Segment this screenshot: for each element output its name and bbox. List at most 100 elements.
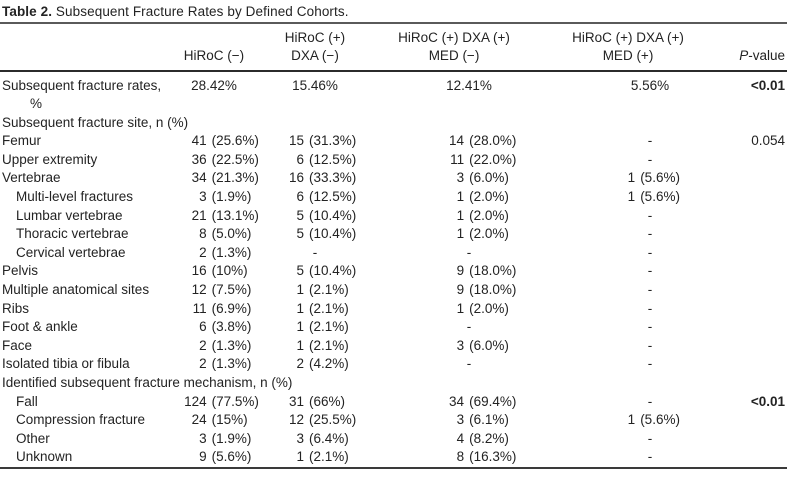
- cell-percent: (5.0%): [211, 226, 252, 242]
- cell-value: -: [647, 449, 653, 465]
- data-cell: -: [538, 225, 718, 244]
- cell-count: 15: [288, 133, 304, 149]
- cell-value: -: [647, 226, 653, 242]
- cell-count: 1: [456, 226, 465, 242]
- data-cell: 5.56%: [538, 77, 718, 114]
- data-cell: 8 (5.0%): [168, 225, 260, 244]
- row-label-line: Vertebrae: [2, 170, 61, 186]
- row-label: Multi-level fractures: [0, 188, 168, 207]
- top-rule: [0, 22, 787, 24]
- data-cell: 12.41%: [370, 77, 538, 114]
- p-value-cell: [718, 151, 787, 170]
- cell-percent: (22.0%): [469, 151, 517, 167]
- data-cell: 3 (6.1%): [370, 411, 538, 430]
- table-row: Subsequent fracture site, n (%): [0, 114, 787, 133]
- data-cell: 1 (2.0%): [370, 207, 538, 226]
- data-cell: 1 (2.0%): [370, 188, 538, 207]
- column-header-hiroc-neg: HiRoC (−): [168, 47, 260, 65]
- data-cell: 9 (5.6%): [168, 448, 260, 467]
- cell-percent: (2.0%): [469, 226, 509, 242]
- data-cell: 3 (6.0%): [370, 337, 538, 356]
- row-label-line: Other: [16, 430, 50, 446]
- table-row: Vertebrae 34 (21.3%) 16 (33.3%) 3 (6.0%) 1 (5.6%…: [0, 169, 787, 188]
- cell-percent: (3.8%): [211, 319, 252, 335]
- data-cell: 2 (1.3%): [168, 244, 260, 263]
- cell-percent: (18.0%): [469, 282, 517, 298]
- p-value-cell: <0.01: [750, 393, 785, 409]
- data-cell: -: [370, 318, 538, 337]
- cell-percent: (6.4%): [309, 430, 349, 446]
- cell-count: 11: [450, 151, 465, 167]
- data-cell: 1 (2.1%): [260, 318, 370, 337]
- cell-value: -: [647, 300, 653, 316]
- table-row: Isolated tibia or fibula 2 (1.3%) 2 (4.2%) - -: [0, 355, 787, 374]
- row-label-line: Isolated tibia or fibula: [2, 356, 130, 372]
- row-label: Upper extremity: [0, 151, 168, 170]
- cell-percent: (5.6%): [640, 170, 680, 186]
- data-cell: 11 (22.0%): [370, 151, 538, 170]
- row-label-line: Face: [2, 337, 33, 353]
- cell-percent: (33.3%): [309, 170, 357, 186]
- data-cell: 6 (12.5%): [260, 151, 370, 170]
- data-cell: 5 (10.4%): [260, 262, 370, 281]
- p-value-cell: [718, 207, 787, 226]
- cell-percent: (7.5%): [211, 282, 252, 298]
- cell-percent: (28.0%): [469, 133, 517, 149]
- cell-count: 9: [456, 263, 465, 279]
- row-label-line: Cervical vertebrae: [16, 244, 126, 260]
- row-label: Subsequent fracture rates,%: [0, 77, 168, 114]
- data-cell: 16 (10%): [168, 262, 260, 281]
- row-label-line: Subsequent fracture rates,: [2, 77, 162, 93]
- cell-count: 1: [627, 189, 636, 205]
- data-cell: 15.46%: [260, 77, 370, 114]
- cell-percent: (16.3%): [469, 449, 517, 465]
- cell-value: -: [466, 356, 472, 372]
- data-cell: 41 (25.6%): [168, 132, 260, 151]
- data-cell: 9 (18.0%): [370, 262, 538, 281]
- cell-count: 1: [456, 207, 465, 223]
- data-cell: 11 (6.9%): [168, 300, 260, 319]
- data-cell: 1 (2.1%): [260, 281, 370, 300]
- cell-count: 1: [296, 337, 304, 353]
- p-value-cell: [718, 262, 787, 281]
- row-label: Lumbar vertebrae: [0, 207, 168, 226]
- cell-percent: (2.1%): [309, 337, 349, 353]
- data-cell: 34 (69.4%): [370, 393, 538, 412]
- table-body: Subsequent fracture rates,% 28.42% 15.46% 1…: [0, 72, 787, 467]
- cell-percent: (6.9%): [211, 300, 252, 316]
- data-cell: 1 (5.6%): [538, 169, 718, 188]
- data-cell: 14 (28.0%): [370, 132, 538, 151]
- cell-count: 34: [449, 393, 465, 409]
- row-label: Vertebrae: [0, 169, 168, 188]
- data-cell: 4 (8.2%): [370, 430, 538, 449]
- data-cell: -: [260, 244, 370, 263]
- data-cell: -: [538, 151, 718, 170]
- cell-count: 3: [296, 430, 304, 446]
- data-cell: 12 (7.5%): [168, 281, 260, 300]
- cell-percent: (2.0%): [469, 189, 509, 205]
- data-cell: 16 (33.3%): [260, 169, 370, 188]
- cell-percent: (6.1%): [469, 412, 509, 428]
- data-cell: 3 (6.4%): [260, 430, 370, 449]
- cell-count: 31: [288, 393, 304, 409]
- cell-percent: (1.3%): [211, 244, 252, 260]
- data-cell: -: [538, 262, 718, 281]
- p-value-cell: [718, 355, 787, 374]
- data-cell: -: [538, 318, 718, 337]
- cell-percent: (6.0%): [469, 170, 509, 186]
- table-row: Thoracic vertebrae 8 (5.0%) 5 (10.4%) 1 (2.0%)…: [0, 225, 787, 244]
- data-cell: 5 (10.4%): [260, 207, 370, 226]
- cell-count: 16: [288, 170, 304, 186]
- cell-percent: (2.1%): [309, 300, 349, 316]
- cell-percent: (21.3%): [211, 170, 259, 186]
- cell-percent: (2.1%): [309, 319, 349, 335]
- data-cell: 6 (12.5%): [260, 188, 370, 207]
- cell-percent: (31.3%): [309, 133, 357, 149]
- cell-count: 3: [456, 337, 465, 353]
- p-value-cell: [718, 225, 787, 244]
- section-label: Identified subsequent fracture mechanism…: [2, 375, 293, 390]
- p-value-cell: 0.054: [751, 133, 785, 149]
- cell-value: -: [466, 244, 472, 260]
- data-cell: 12 (25.5%): [260, 411, 370, 430]
- cell-percent: (5.6%): [640, 189, 680, 205]
